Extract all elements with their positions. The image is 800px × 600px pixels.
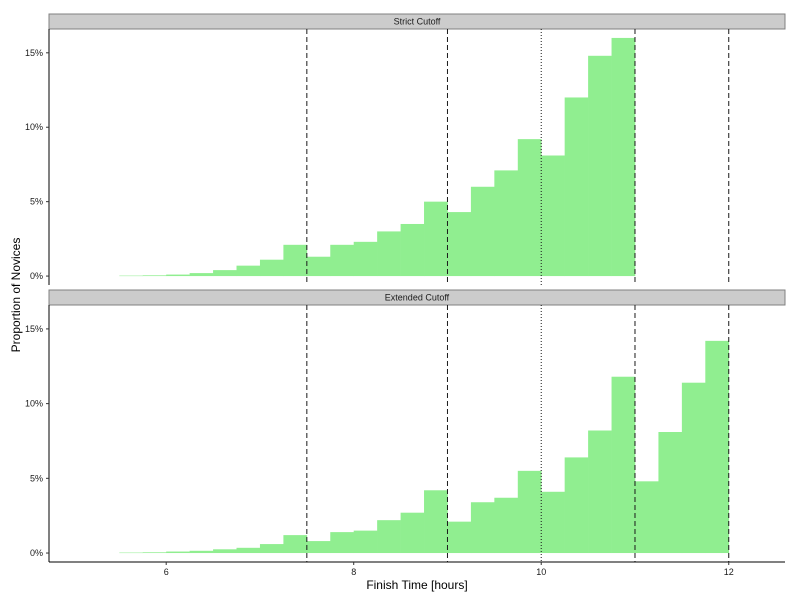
histogram-bar	[213, 549, 237, 554]
histogram-bar	[166, 551, 190, 554]
histogram-bar	[588, 55, 612, 277]
histogram-bar	[259, 544, 284, 554]
histogram-bar	[517, 470, 542, 554]
y-tick-label: 10%	[25, 399, 43, 409]
histogram-bar	[377, 520, 401, 554]
histogram-bar	[564, 457, 589, 554]
histogram-bar	[447, 521, 472, 554]
y-tick-label: 15%	[25, 324, 43, 334]
histogram-bar	[564, 97, 589, 277]
x-tick-label: 10	[536, 567, 546, 577]
histogram-bar	[142, 552, 167, 554]
histogram-bar	[119, 275, 144, 277]
facet-strip-label: Extended Cutoff	[385, 293, 450, 303]
facet-panel: Extended Cutoff 0% 5% 10% 15% 6 8 10 12	[25, 289, 786, 577]
histogram-bar	[189, 273, 214, 277]
histogram-bar	[634, 481, 659, 554]
facet-strip	[48, 13, 786, 30]
histogram-bar	[424, 490, 448, 554]
histogram-bar	[166, 274, 190, 277]
histogram-bar	[681, 382, 706, 554]
y-tick-label: 15%	[25, 48, 43, 58]
histogram-bar	[306, 256, 331, 277]
histogram-bar	[447, 212, 472, 277]
histogram-bar	[541, 155, 565, 277]
histogram-bar	[330, 532, 355, 554]
facet-strip	[48, 289, 786, 306]
x-tick-label: 6	[164, 567, 169, 577]
histogram-bar	[705, 340, 730, 554]
panels-layer: Strict Cutoff 0% 5% 10% 15% Extended Cutoff 0%…	[25, 13, 786, 577]
histogram-bar	[611, 376, 636, 554]
histogram-bar	[541, 491, 565, 554]
x-axis-title: Finish Time [hours]	[366, 578, 467, 592]
histogram-bar	[353, 530, 378, 554]
histogram-bar	[588, 430, 612, 554]
histogram-bar	[283, 535, 308, 554]
y-tick-label: 0%	[30, 548, 43, 558]
histogram-bar	[353, 241, 378, 277]
histogram-bar	[424, 201, 448, 277]
histogram-bar	[400, 223, 425, 277]
histogram-bar	[470, 186, 495, 277]
histogram-bar	[119, 552, 144, 554]
histogram-bar	[494, 170, 519, 277]
x-tick-label: 8	[351, 567, 356, 577]
histogram-bar	[400, 512, 425, 554]
histogram-bar	[470, 502, 495, 554]
histogram-bar	[236, 265, 261, 277]
y-axis-title: Proportion of Novices	[9, 238, 23, 353]
histogram-bar	[306, 541, 331, 554]
histogram-bar	[236, 547, 261, 554]
histogram-bar	[330, 244, 355, 277]
y-tick-label: 5%	[30, 197, 43, 207]
x-tick-label: 12	[724, 567, 734, 577]
histogram-bar	[213, 270, 237, 277]
histogram-bar	[283, 244, 308, 277]
histogram-bar	[259, 259, 284, 277]
facet-strip-label: Strict Cutoff	[394, 17, 441, 27]
histogram-bar	[142, 275, 167, 277]
histogram-bar	[658, 432, 683, 554]
facet-panel: Strict Cutoff 0% 5% 10% 15%	[25, 13, 786, 285]
histogram-bar	[377, 231, 401, 277]
histogram-bar	[189, 550, 214, 554]
y-tick-label: 10%	[25, 122, 43, 132]
histogram-bar	[611, 37, 636, 277]
histogram-bar	[517, 139, 542, 277]
histogram-bar	[494, 497, 519, 554]
y-tick-label: 0%	[30, 271, 43, 281]
y-tick-label: 5%	[30, 473, 43, 483]
